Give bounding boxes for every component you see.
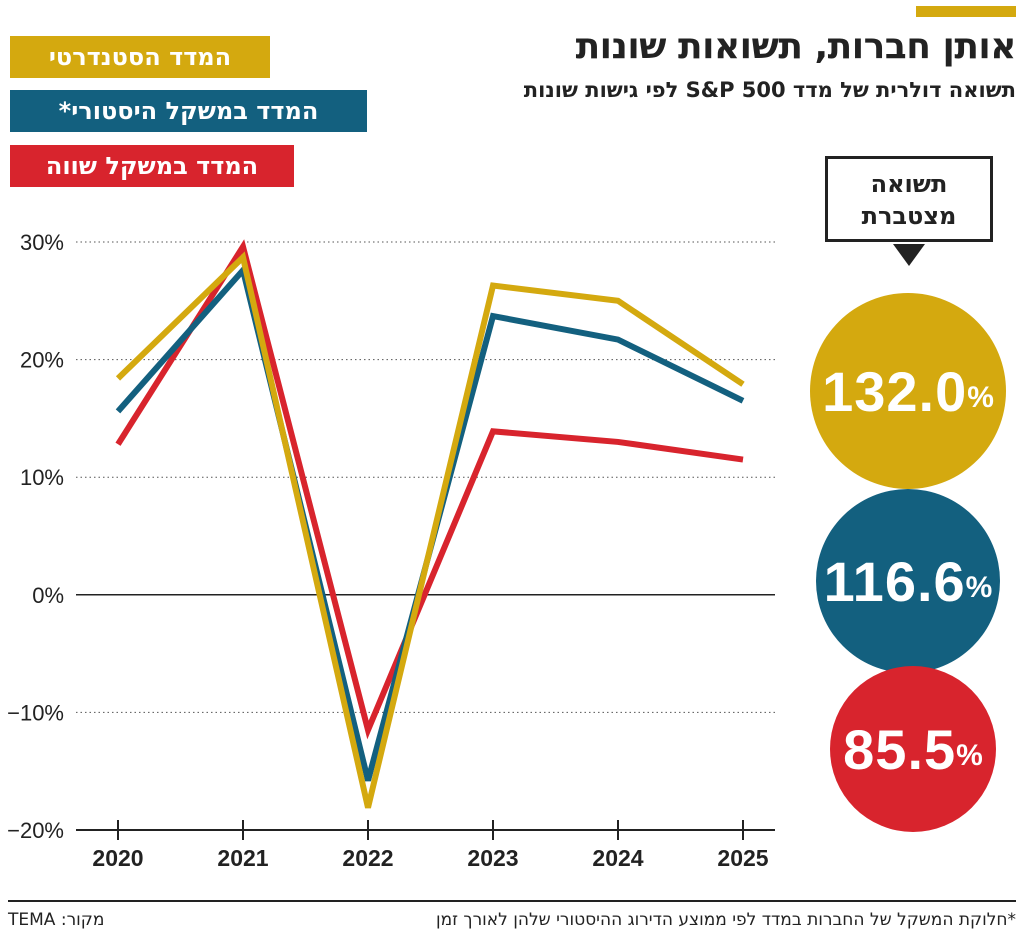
cumulative-unit-standard: % xyxy=(967,381,994,414)
y-tick-label: 30% xyxy=(20,230,64,255)
y-tick-label: −10% xyxy=(7,700,64,725)
chart-title: אותן חברות, תשואות שונות xyxy=(575,26,1017,67)
cumulative-label-line1: תשואה xyxy=(870,170,948,198)
cumulative-circle-historical: 116.6 % xyxy=(816,489,1000,673)
x-tick-label: 2020 xyxy=(92,845,143,871)
x-tick-label: 2025 xyxy=(717,845,768,871)
series-line-1 xyxy=(115,263,745,782)
footer-divider xyxy=(8,900,1016,902)
top-accent-bar xyxy=(916,6,1016,17)
x-tick-label: 2021 xyxy=(217,845,268,871)
chart-subtitle: תשואה דולרית של מדד S&P 500 לפי גישות שו… xyxy=(523,78,1016,102)
cumulative-pointer-triangle xyxy=(893,244,925,266)
y-tick-label: 0% xyxy=(32,583,64,608)
line-chart: 30% 20% 10% 0% −10% −20% 2020 2021 2022 2023 2024 2… xyxy=(7,230,775,871)
cumulative-value-historical: 116.6 xyxy=(823,549,966,613)
cumulative-circle-standard: 132.0 % xyxy=(810,293,1006,489)
cumulative-value-equal: 85.5 xyxy=(843,717,957,781)
x-tick-label: 2024 xyxy=(592,845,643,871)
y-tick-label: −20% xyxy=(7,818,64,843)
cumulative-unit-equal: % xyxy=(956,739,983,772)
source-credit: מקור: TEMA xyxy=(8,910,105,930)
series-line-0 xyxy=(115,251,745,809)
x-tick-label: 2023 xyxy=(467,845,518,871)
cumulative-circle-equal: 85.5 % xyxy=(830,666,996,832)
cumulative-return-label-box: תשואה מצטברת xyxy=(825,156,993,242)
legend-item-standard: המדד הסטנדרטי xyxy=(10,36,270,78)
cumulative-value-standard: 132.0 xyxy=(822,359,968,423)
y-tick-label: 10% xyxy=(20,465,64,490)
y-tick-label: 20% xyxy=(20,348,64,373)
cumulative-label-line2: מצטברת xyxy=(861,202,957,230)
footnote: *חלוקת המשקל של החברות במדד לפי ממוצע הד… xyxy=(435,910,1016,930)
legend-item-equal-weight: המדד במשקל שווה xyxy=(10,145,294,187)
cumulative-unit-historical: % xyxy=(965,571,993,604)
x-tick-label: 2022 xyxy=(342,845,393,871)
legend-item-historical-weight: המדד במשקל היסטורי* xyxy=(10,90,367,132)
